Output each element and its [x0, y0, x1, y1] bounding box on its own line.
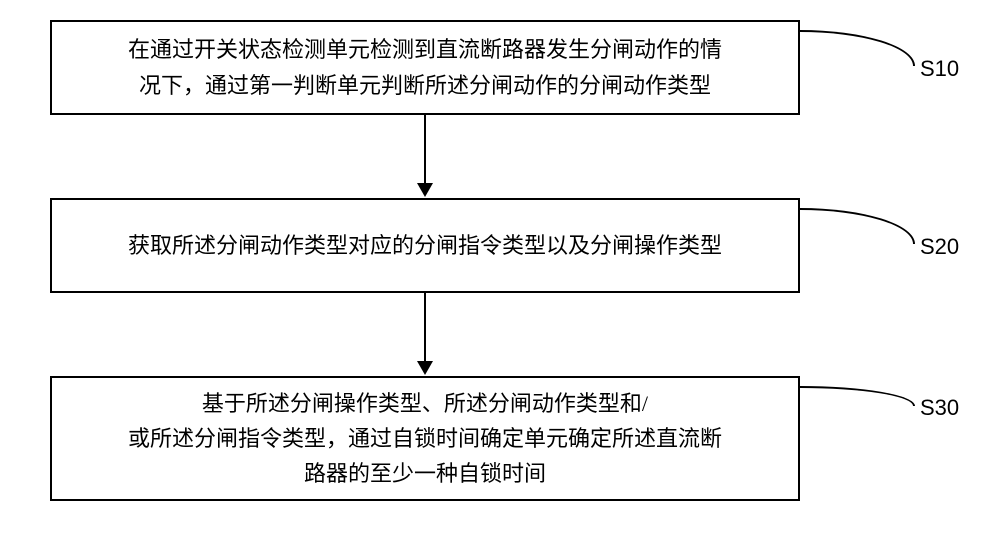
- step-s30-line1: 基于所述分闸操作类型、所述分闸动作类型和/: [202, 391, 648, 416]
- arrow-head: [417, 183, 433, 197]
- step-s10-line2: 况下，通过第一判断单元判断所述分闸动作的分闸动作类型: [139, 73, 711, 98]
- arrow-s20-s30: [417, 293, 433, 375]
- arrow-line: [424, 293, 426, 361]
- arrow-s10-s20: [417, 115, 433, 197]
- step-box-s20: 获取所述分闸动作类型对应的分闸指令类型以及分闸操作类型: [50, 198, 800, 293]
- step-label-s20: S20: [920, 234, 959, 260]
- step-text-s20: 获取所述分闸动作类型对应的分闸指令类型以及分闸操作类型: [128, 228, 722, 263]
- step-s30-line2: 或所述分闸指令类型，通过自锁时间确定单元确定所述直流断: [128, 426, 722, 451]
- step-s10-line1: 在通过开关状态检测单元检测到直流断路器发生分闸动作的情: [128, 37, 722, 62]
- flowchart-container: 在通过开关状态检测单元检测到直流断路器发生分闸动作的情 况下，通过第一判断单元判…: [0, 0, 1000, 534]
- connector-s30: [800, 386, 915, 406]
- connector-s10: [800, 30, 915, 66]
- step-box-s30: 基于所述分闸操作类型、所述分闸动作类型和/ 或所述分闸指令类型，通过自锁时间确定…: [50, 376, 800, 501]
- step-s20-line1: 获取所述分闸动作类型对应的分闸指令类型以及分闸操作类型: [128, 233, 722, 258]
- arrow-head: [417, 361, 433, 375]
- step-label-s10: S10: [920, 56, 959, 82]
- step-label-s30: S30: [920, 395, 959, 421]
- step-s30-line3: 路器的至少一种自锁时间: [304, 461, 546, 486]
- step-box-s10: 在通过开关状态检测单元检测到直流断路器发生分闸动作的情 况下，通过第一判断单元判…: [50, 20, 800, 115]
- connector-s20: [800, 208, 915, 244]
- step-text-s10: 在通过开关状态检测单元检测到直流断路器发生分闸动作的情 况下，通过第一判断单元判…: [128, 32, 722, 102]
- arrow-line: [424, 115, 426, 183]
- step-text-s30: 基于所述分闸操作类型、所述分闸动作类型和/ 或所述分闸指令类型，通过自锁时间确定…: [128, 386, 722, 492]
